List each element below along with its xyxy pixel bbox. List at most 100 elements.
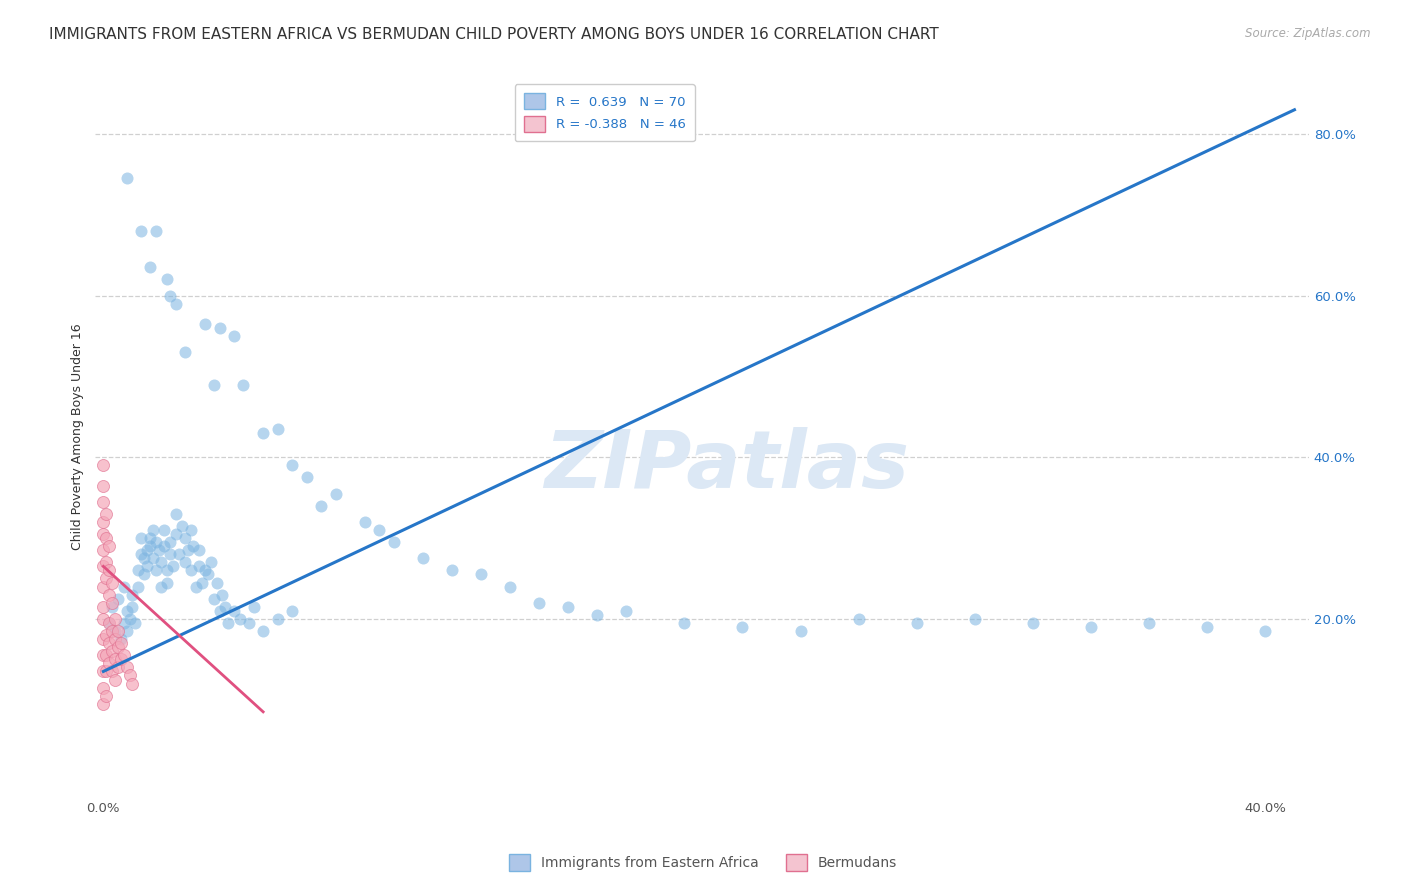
Point [93,580,115,594]
Text: Source: ZipAtlas.com: Source: ZipAtlas.com [1246,27,1371,40]
Point [1022,615,1045,630]
Point [167,547,190,561]
Point [124,615,146,630]
Point [156,563,179,577]
Point [194,317,217,331]
Point [238,615,260,630]
Point [266,422,288,436]
Point [96,572,118,586]
Point [252,425,274,440]
Point [1080,620,1102,634]
Point [200,555,222,569]
Point [170,519,193,533]
Point [217,615,239,630]
Point [101,575,124,590]
Point [211,588,233,602]
Point [96,531,118,545]
Point [110,636,132,650]
Point [98,636,121,650]
Point [98,539,121,553]
Point [183,539,205,553]
Point [353,515,375,529]
Point [208,604,231,618]
Point [118,612,141,626]
Point [101,644,124,658]
Point [139,260,162,275]
Point [96,628,118,642]
Point [150,555,173,569]
Point [202,591,225,606]
Point [96,648,118,663]
Point [557,599,579,614]
Point [1254,624,1277,638]
Point [527,596,550,610]
Point [159,288,181,302]
Point [156,575,179,590]
Point [145,224,167,238]
Point [252,624,274,638]
Point [224,604,246,618]
Point [93,515,115,529]
Point [325,486,347,500]
Point [165,507,187,521]
Point [153,539,176,553]
Point [368,523,391,537]
Point [115,660,138,674]
Point [208,321,231,335]
Point [173,531,195,545]
Point [202,377,225,392]
Point [142,523,165,537]
Point [98,563,121,577]
Point [98,615,121,630]
Point [191,575,214,590]
Point [224,329,246,343]
Point [121,676,143,690]
Point [188,543,211,558]
Point [173,345,195,359]
Point [107,640,129,655]
Text: ZIPatlas: ZIPatlas [544,427,908,505]
Point [93,648,115,663]
Point [412,551,434,566]
Point [127,563,149,577]
Point [112,648,135,663]
Point [186,580,208,594]
Point [165,296,187,310]
Point [93,697,115,711]
Point [93,599,115,614]
Point [129,547,152,561]
Point [107,660,129,674]
Point [176,543,198,558]
Point [789,624,811,638]
Point [104,632,127,646]
Point [139,531,162,545]
Point [96,507,118,521]
Point [112,580,135,594]
Point [150,580,173,594]
Point [101,624,124,638]
Point [101,665,124,679]
Point [440,563,463,577]
Point [156,272,179,286]
Point [98,657,121,671]
Point [115,604,138,618]
Y-axis label: Child Poverty Among Boys Under 16: Child Poverty Among Boys Under 16 [72,324,84,550]
Point [98,615,121,630]
Point [118,668,141,682]
Point [159,535,181,549]
Point [93,612,115,626]
Point [905,615,928,630]
Point [142,551,165,566]
Point [173,555,195,569]
Point [93,543,115,558]
Point [180,523,202,537]
Point [165,527,187,541]
Point [229,612,252,626]
Point [121,588,143,602]
Point [110,652,132,666]
Point [132,551,155,566]
Point [129,224,152,238]
Point [731,620,754,634]
Point [101,599,124,614]
Point [586,607,609,622]
